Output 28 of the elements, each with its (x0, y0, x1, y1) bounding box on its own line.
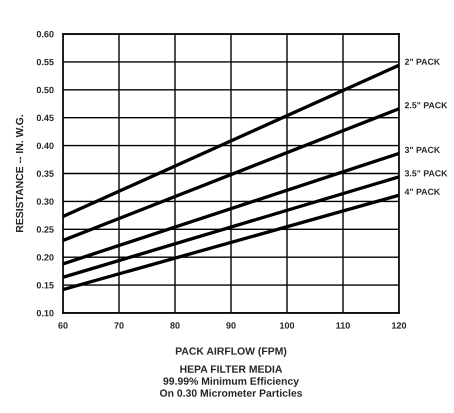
y-tick-label: 0.30 (36, 198, 54, 205)
x-tick-label: 110 (336, 322, 350, 329)
y-tick-label: 0.50 (36, 86, 54, 94)
x-tick-label: 120 (392, 322, 406, 329)
y-tick-label: 0.10 (36, 310, 54, 316)
x-tick-label: 100 (280, 322, 294, 329)
y-tick-label: 0.60 (36, 30, 54, 38)
text: HEPA FILTER MEDIA (180, 366, 282, 373)
x-tick-label: 80 (170, 322, 180, 329)
y-tick-label: 0.55 (36, 58, 54, 66)
text: On 0.30 Micrometer Particles (160, 389, 302, 397)
x-axis-title: PACK AIRFLOW (FPM) (176, 347, 286, 357)
y-tick-label: 0.15 (36, 282, 54, 288)
y-tick-label: 0.45 (36, 114, 54, 122)
x-tick-label: 60 (58, 322, 68, 329)
series-label: 4" PACK (404, 188, 440, 195)
series-label: 2" PACK (404, 58, 440, 65)
y-tick-label: 0.20 (36, 254, 54, 261)
y-axis-title: RESISTANCE -- IN. W.G. (16, 114, 24, 232)
x-tick-label: 90 (226, 322, 236, 329)
y-tick-label: 0.25 (36, 226, 54, 233)
series-label: 3" PACK (404, 146, 440, 153)
y-tick-label: 0.35 (36, 170, 54, 177)
series-label: 2.5" PACK (404, 102, 448, 108)
series-label: 3.5" PACK (404, 170, 448, 176)
text: 99.99% Minimum Efficiency (163, 377, 299, 387)
x-tick-label: 70 (114, 322, 124, 329)
y-tick-label: 0.40 (36, 142, 54, 149)
